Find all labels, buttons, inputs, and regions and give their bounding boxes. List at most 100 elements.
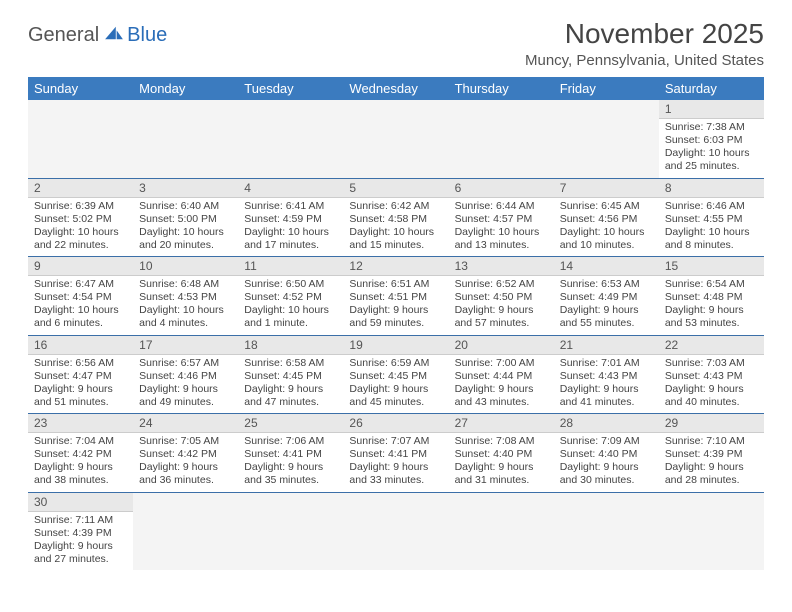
day-number: 20 [449,336,554,355]
day-details: Sunrise: 6:40 AMSunset: 5:00 PMDaylight:… [133,198,238,257]
calendar-week: 23Sunrise: 7:04 AMSunset: 4:42 PMDayligh… [28,414,764,493]
calendar-cell: 30Sunrise: 7:11 AMSunset: 4:39 PMDayligh… [28,492,133,570]
daylight-text: Daylight: 9 hours and 59 minutes. [349,304,442,330]
day-number: 12 [343,257,448,276]
day-details: Sunrise: 7:11 AMSunset: 4:39 PMDaylight:… [28,512,133,571]
weekday-header: Wednesday [343,77,448,100]
calendar-cell [133,492,238,570]
daylight-text: Daylight: 9 hours and 53 minutes. [665,304,758,330]
day-number: 18 [238,336,343,355]
calendar-week: 9Sunrise: 6:47 AMSunset: 4:54 PMDaylight… [28,257,764,336]
sunset-text: Sunset: 4:57 PM [455,213,548,226]
sunrise-text: Sunrise: 7:05 AM [139,435,232,448]
calendar-cell [449,492,554,570]
calendar-week: 16Sunrise: 6:56 AMSunset: 4:47 PMDayligh… [28,335,764,414]
page-header: General Blue November 2025 Muncy, Pennsy… [28,18,764,69]
calendar-cell: 29Sunrise: 7:10 AMSunset: 4:39 PMDayligh… [659,414,764,493]
sunset-text: Sunset: 4:52 PM [244,291,337,304]
sunrise-text: Sunrise: 7:11 AM [34,514,127,527]
day-details: Sunrise: 6:53 AMSunset: 4:49 PMDaylight:… [554,276,659,335]
daylight-text: Daylight: 10 hours and 20 minutes. [139,226,232,252]
sunset-text: Sunset: 4:56 PM [560,213,653,226]
day-details: Sunrise: 6:56 AMSunset: 4:47 PMDaylight:… [28,355,133,414]
calendar-cell: 3Sunrise: 6:40 AMSunset: 5:00 PMDaylight… [133,178,238,257]
daylight-text: Daylight: 10 hours and 25 minutes. [665,147,758,173]
month-title: November 2025 [525,18,764,50]
calendar-cell [343,100,448,178]
day-details: Sunrise: 7:08 AMSunset: 4:40 PMDaylight:… [449,433,554,492]
calendar-head: SundayMondayTuesdayWednesdayThursdayFrid… [28,77,764,100]
day-details: Sunrise: 7:05 AMSunset: 4:42 PMDaylight:… [133,433,238,492]
calendar-cell: 24Sunrise: 7:05 AMSunset: 4:42 PMDayligh… [133,414,238,493]
calendar-cell: 15Sunrise: 6:54 AMSunset: 4:48 PMDayligh… [659,257,764,336]
daylight-text: Daylight: 9 hours and 43 minutes. [455,383,548,409]
day-details: Sunrise: 6:46 AMSunset: 4:55 PMDaylight:… [659,198,764,257]
sunrise-text: Sunrise: 6:40 AM [139,200,232,213]
calendar-table: SundayMondayTuesdayWednesdayThursdayFrid… [28,77,764,570]
sunset-text: Sunset: 4:48 PM [665,291,758,304]
calendar-cell: 28Sunrise: 7:09 AMSunset: 4:40 PMDayligh… [554,414,659,493]
calendar-body: 1Sunrise: 7:38 AMSunset: 6:03 PMDaylight… [28,100,764,570]
day-number: 21 [554,336,659,355]
sail-icon [103,25,125,41]
sunset-text: Sunset: 4:39 PM [665,448,758,461]
calendar-cell: 13Sunrise: 6:52 AMSunset: 4:50 PMDayligh… [449,257,554,336]
sunrise-text: Sunrise: 6:52 AM [455,278,548,291]
sunrise-text: Sunrise: 7:04 AM [34,435,127,448]
sunset-text: Sunset: 4:42 PM [34,448,127,461]
day-number: 26 [343,414,448,433]
day-number: 27 [449,414,554,433]
sunrise-text: Sunrise: 6:58 AM [244,357,337,370]
day-number: 2 [28,179,133,198]
day-number: 19 [343,336,448,355]
daylight-text: Daylight: 10 hours and 10 minutes. [560,226,653,252]
calendar-week: 2Sunrise: 6:39 AMSunset: 5:02 PMDaylight… [28,178,764,257]
day-number: 10 [133,257,238,276]
daylight-text: Daylight: 9 hours and 27 minutes. [34,540,127,566]
day-number: 11 [238,257,343,276]
daylight-text: Daylight: 9 hours and 33 minutes. [349,461,442,487]
sunrise-text: Sunrise: 6:44 AM [455,200,548,213]
sunset-text: Sunset: 4:59 PM [244,213,337,226]
day-details: Sunrise: 7:00 AMSunset: 4:44 PMDaylight:… [449,355,554,414]
sunrise-text: Sunrise: 6:46 AM [665,200,758,213]
day-details: Sunrise: 6:59 AMSunset: 4:45 PMDaylight:… [343,355,448,414]
day-details: Sunrise: 6:58 AMSunset: 4:45 PMDaylight:… [238,355,343,414]
daylight-text: Daylight: 9 hours and 28 minutes. [665,461,758,487]
day-details: Sunrise: 6:50 AMSunset: 4:52 PMDaylight:… [238,276,343,335]
day-details: Sunrise: 6:39 AMSunset: 5:02 PMDaylight:… [28,198,133,257]
sunset-text: Sunset: 5:00 PM [139,213,232,226]
day-number: 16 [28,336,133,355]
day-number: 6 [449,179,554,198]
daylight-text: Daylight: 9 hours and 41 minutes. [560,383,653,409]
calendar-cell: 12Sunrise: 6:51 AMSunset: 4:51 PMDayligh… [343,257,448,336]
calendar-cell: 6Sunrise: 6:44 AMSunset: 4:57 PMDaylight… [449,178,554,257]
calendar-cell: 17Sunrise: 6:57 AMSunset: 4:46 PMDayligh… [133,335,238,414]
sunrise-text: Sunrise: 6:53 AM [560,278,653,291]
day-number: 28 [554,414,659,433]
sunset-text: Sunset: 4:49 PM [560,291,653,304]
sunrise-text: Sunrise: 6:56 AM [34,357,127,370]
day-details: Sunrise: 6:44 AMSunset: 4:57 PMDaylight:… [449,198,554,257]
day-number: 3 [133,179,238,198]
calendar-cell: 20Sunrise: 7:00 AMSunset: 4:44 PMDayligh… [449,335,554,414]
calendar-cell: 5Sunrise: 6:42 AMSunset: 4:58 PMDaylight… [343,178,448,257]
calendar-cell: 14Sunrise: 6:53 AMSunset: 4:49 PMDayligh… [554,257,659,336]
day-details: Sunrise: 6:54 AMSunset: 4:48 PMDaylight:… [659,276,764,335]
day-number: 14 [554,257,659,276]
sunset-text: Sunset: 4:43 PM [560,370,653,383]
calendar-cell [449,100,554,178]
day-number: 29 [659,414,764,433]
calendar-cell: 10Sunrise: 6:48 AMSunset: 4:53 PMDayligh… [133,257,238,336]
calendar-cell: 8Sunrise: 6:46 AMSunset: 4:55 PMDaylight… [659,178,764,257]
daylight-text: Daylight: 9 hours and 57 minutes. [455,304,548,330]
sunset-text: Sunset: 4:40 PM [560,448,653,461]
sunrise-text: Sunrise: 6:57 AM [139,357,232,370]
day-number: 30 [28,493,133,512]
calendar-cell: 16Sunrise: 6:56 AMSunset: 4:47 PMDayligh… [28,335,133,414]
day-number: 15 [659,257,764,276]
sunset-text: Sunset: 4:40 PM [455,448,548,461]
calendar-cell [238,492,343,570]
daylight-text: Daylight: 9 hours and 35 minutes. [244,461,337,487]
daylight-text: Daylight: 9 hours and 40 minutes. [665,383,758,409]
